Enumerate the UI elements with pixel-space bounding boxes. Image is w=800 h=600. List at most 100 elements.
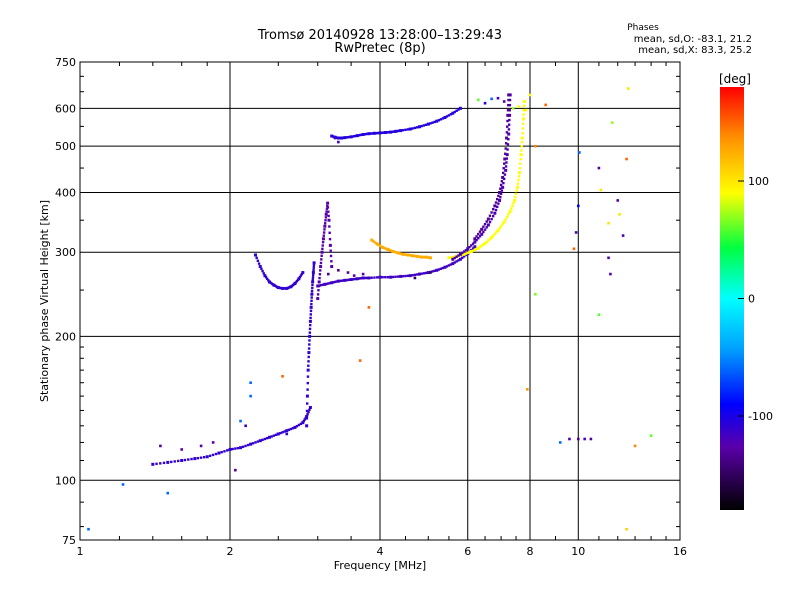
data-point (480, 227, 484, 231)
data-point (517, 175, 521, 178)
data-point (453, 261, 456, 264)
data-point (490, 97, 493, 101)
data-point (458, 252, 462, 256)
y-tick-label: 500 (55, 140, 76, 153)
data-point (457, 259, 460, 262)
data-point (415, 273, 419, 276)
data-point (451, 262, 455, 266)
data-point (396, 251, 400, 255)
data-point (265, 436, 269, 440)
data-point (329, 254, 333, 258)
data-point (464, 253, 468, 257)
data-point (307, 410, 310, 414)
data-point (508, 113, 512, 117)
data-point (180, 448, 184, 451)
data-point (507, 103, 510, 107)
data-point (399, 274, 403, 278)
data-point (386, 247, 390, 251)
data-point (426, 122, 430, 126)
data-point (299, 274, 303, 277)
data-point (393, 250, 396, 254)
data-point (267, 279, 270, 282)
data-point (373, 240, 376, 244)
data-point (507, 93, 511, 97)
data-point (476, 246, 480, 250)
data-point (490, 211, 493, 214)
data-point (493, 232, 497, 236)
data-point (328, 281, 332, 285)
data-point (625, 527, 628, 531)
data-point (389, 275, 393, 279)
data-point (363, 276, 366, 280)
data-point (321, 244, 324, 247)
data-point (505, 131, 509, 134)
data-point (499, 195, 502, 199)
data-point (228, 447, 232, 451)
data-point (599, 188, 603, 192)
data-point (308, 343, 311, 346)
data-point (501, 175, 505, 179)
x-tick-label: 10 (571, 545, 585, 558)
data-point (406, 274, 410, 278)
data-point (399, 252, 402, 255)
data-point (370, 238, 374, 242)
data-point (508, 118, 511, 122)
data-point (261, 269, 264, 273)
data-point (413, 126, 417, 130)
data-point (351, 278, 354, 281)
data-point (349, 135, 353, 139)
data-point (328, 225, 331, 228)
data-point (449, 256, 453, 259)
data-point (305, 394, 309, 398)
data-point (572, 247, 576, 251)
stats-line-o: mean, sd,O: -83.1, 21.2 (634, 34, 752, 45)
data-point (453, 110, 456, 114)
data-point (335, 280, 338, 283)
data-point (162, 461, 166, 465)
data-point (435, 268, 439, 272)
data-point (328, 231, 331, 235)
data-point (462, 252, 466, 256)
data-point (326, 206, 330, 209)
data-point (485, 240, 488, 244)
data-point (310, 292, 314, 296)
data-point (327, 214, 330, 218)
data-point (320, 258, 323, 261)
data-point (510, 207, 513, 210)
data-point (180, 458, 184, 462)
data-point (483, 222, 487, 226)
data-point (627, 87, 630, 90)
data-point (461, 253, 464, 257)
data-point (574, 231, 578, 234)
data-point (220, 450, 223, 454)
colorbar-tick-label: 100 (748, 175, 769, 188)
data-point (177, 459, 180, 463)
data-point (473, 240, 477, 244)
grid-lines (80, 62, 680, 540)
data-point (507, 98, 510, 102)
data-point (326, 204, 329, 208)
data-point (431, 270, 434, 273)
data-point (323, 224, 327, 228)
data-point (519, 153, 523, 157)
data-point (327, 272, 330, 276)
data-point (507, 212, 510, 216)
data-point (471, 249, 475, 252)
data-point (394, 275, 397, 278)
data-point (249, 381, 252, 385)
data-point (447, 264, 451, 267)
data-point (466, 251, 469, 255)
data-point (338, 279, 342, 283)
data-point (464, 252, 468, 255)
data-point (239, 419, 242, 423)
data-point (486, 217, 490, 221)
data-point (625, 157, 628, 161)
data-point (607, 256, 610, 260)
data-point (187, 458, 190, 461)
data-point (464, 248, 468, 252)
data-point (398, 252, 401, 255)
data-point (236, 446, 240, 450)
data-point (507, 138, 510, 141)
data-point (544, 103, 547, 107)
data-point (196, 456, 200, 460)
